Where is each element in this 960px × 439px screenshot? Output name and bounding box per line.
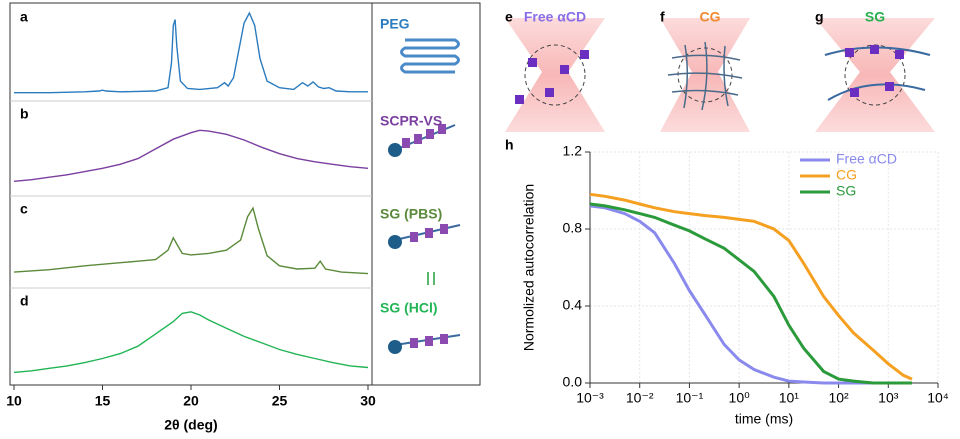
x-tick-label: 20 xyxy=(183,393,199,409)
equilibrium-arrows xyxy=(427,272,435,285)
legend-label: Free αCD xyxy=(836,151,897,167)
fcs-curve xyxy=(589,192,913,381)
y-tick-label: 0.0 xyxy=(563,374,583,390)
x-tick-label: 10⁰ xyxy=(729,390,751,406)
series-label: SCPR-VS xyxy=(380,113,442,129)
panel-letter: f xyxy=(660,9,665,25)
panel-letter: a xyxy=(20,9,28,25)
cyclodextrins xyxy=(515,45,904,104)
xrd-trace xyxy=(14,11,368,94)
x-axis-label: 2θ (deg) xyxy=(164,417,217,433)
x-tick-label: 15 xyxy=(95,393,111,409)
xrd-trace xyxy=(13,206,369,275)
y-tick-label: 0.4 xyxy=(563,297,583,313)
gel-network xyxy=(667,41,743,111)
y-axis-label: Normolized autocorrelation xyxy=(521,184,537,351)
x-tick-label: 10⁻¹ xyxy=(676,390,704,406)
x-tick-label: 10⁴ xyxy=(927,390,949,406)
fcs-curve xyxy=(589,204,912,385)
panel-letter: h xyxy=(505,137,514,153)
x-axis-label: time (ms) xyxy=(735,411,793,427)
x-tick-label: 10³ xyxy=(878,390,899,406)
panel-letter: d xyxy=(20,293,29,309)
focus-volume xyxy=(677,47,733,103)
focus-volume xyxy=(524,44,586,106)
y-tick-label: 0.8 xyxy=(563,220,583,236)
laser-beam xyxy=(505,18,605,132)
panel-letter: c xyxy=(20,201,28,217)
schematic-label: Free αCD xyxy=(524,9,586,25)
panel-letter: b xyxy=(20,106,29,122)
x-tick-label: 10² xyxy=(828,390,849,406)
series-label: SG (HCl) xyxy=(380,300,438,316)
fcs-curve xyxy=(589,202,912,385)
stoppers xyxy=(388,143,402,354)
panel-letter: g xyxy=(815,9,824,25)
x-tick-label: 30 xyxy=(360,393,376,409)
schematics xyxy=(371,2,935,386)
x-tick-label: 10¹ xyxy=(779,390,800,406)
xrd-trace xyxy=(13,129,369,182)
laser-beam xyxy=(815,18,935,132)
schematic-frame xyxy=(371,2,481,386)
xrd-trace xyxy=(13,311,369,374)
x-tick-label: 25 xyxy=(272,393,288,409)
legend-label: SG xyxy=(836,183,856,199)
x-tick-label: 10⁻² xyxy=(626,390,654,406)
schematic-label: CG xyxy=(700,9,721,25)
schematic-label: SG xyxy=(865,9,885,25)
panel-letter: e xyxy=(505,9,513,25)
x-tick-label: 10⁻³ xyxy=(576,390,604,406)
y-tick-label: 1.2 xyxy=(563,143,583,159)
series-label: SG (PBS) xyxy=(380,206,442,222)
x-tick-label: 10 xyxy=(6,393,22,409)
left-cds xyxy=(402,124,448,348)
plot-frame xyxy=(9,2,373,386)
series-label: PEG xyxy=(380,16,410,32)
legend-label: CG xyxy=(836,167,857,183)
